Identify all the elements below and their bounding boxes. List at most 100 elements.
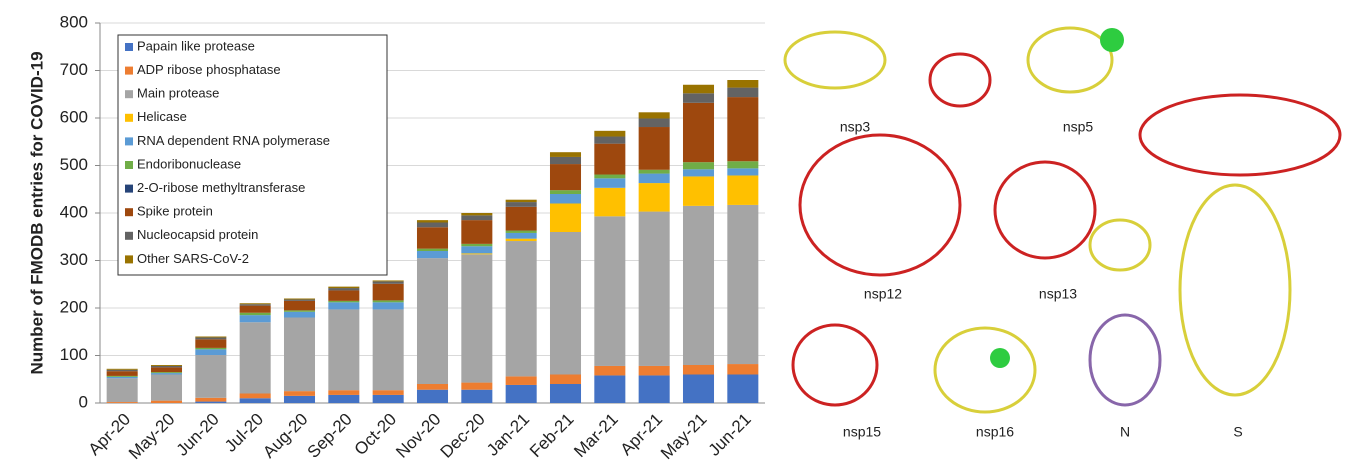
bar-segment xyxy=(107,402,138,403)
bar-segment xyxy=(550,384,581,403)
bar-segment xyxy=(727,175,758,204)
bar-segment xyxy=(594,175,625,179)
bar-segment xyxy=(727,364,758,374)
bar-segment xyxy=(417,384,448,390)
bar-segment xyxy=(683,375,714,404)
bar-segment xyxy=(506,376,537,385)
structure-panel xyxy=(785,28,1340,412)
bar-segment xyxy=(550,152,581,157)
bar-segment xyxy=(284,301,315,311)
structure-image xyxy=(1100,28,1124,52)
structure-image xyxy=(800,135,960,275)
bar-segment xyxy=(240,306,271,313)
bar-segment xyxy=(373,395,404,403)
bar-segment xyxy=(639,127,670,170)
structure-label: nsp3 xyxy=(840,119,871,135)
x-tick-label: Sep-20 xyxy=(304,410,356,462)
x-tick-label: Mar-21 xyxy=(570,410,622,462)
bar-segment xyxy=(284,299,315,300)
bar-segment xyxy=(727,161,758,168)
bar-segment xyxy=(373,390,404,395)
bar-segment xyxy=(151,372,182,373)
y-tick-label: 500 xyxy=(60,155,88,174)
bar-segment xyxy=(727,168,758,175)
bar-segment xyxy=(373,302,404,309)
legend-swatch xyxy=(125,137,133,145)
bar-segment xyxy=(727,97,758,161)
bar-segment xyxy=(639,170,670,174)
bar-segment xyxy=(683,162,714,169)
bar-segment xyxy=(461,246,492,253)
legend-swatch xyxy=(125,255,133,263)
bar-segment xyxy=(550,375,581,385)
structure-label: nsp5 xyxy=(1063,119,1094,135)
structure-image xyxy=(990,348,1010,368)
legend-swatch xyxy=(125,185,133,193)
legend-label: Spike protein xyxy=(137,204,213,219)
bar-segment xyxy=(151,401,182,403)
structure-image xyxy=(793,325,877,405)
bar-segment xyxy=(373,280,404,281)
x-tick-label: Oct-20 xyxy=(351,410,401,460)
legend-label: RNA dependent RNA polymerase xyxy=(137,133,330,148)
bar-segment xyxy=(195,349,226,355)
bar-segment xyxy=(107,376,138,377)
bar-segment xyxy=(594,366,625,376)
legend-label: Endoribonuclease xyxy=(137,156,241,171)
legend-label: Papain like protease xyxy=(137,38,255,53)
bar-segment xyxy=(107,371,138,376)
bar-segment xyxy=(594,137,625,144)
bar-segment xyxy=(639,375,670,403)
bar-segment xyxy=(107,378,138,402)
legend-swatch xyxy=(125,114,133,122)
bar-segment xyxy=(550,204,581,233)
legend-swatch xyxy=(125,43,133,51)
bar-segment xyxy=(417,258,448,384)
bar-segment xyxy=(284,391,315,396)
bar-segment xyxy=(417,227,448,248)
bar-segment xyxy=(328,290,359,300)
bar-segment xyxy=(373,309,404,390)
bar-segment xyxy=(683,93,714,103)
bar-segment xyxy=(195,339,226,348)
bar-segment xyxy=(506,233,537,239)
bar-segment xyxy=(284,396,315,403)
y-axis-label: Number of FMODB entries for COVID-19 xyxy=(27,51,46,374)
bar-segment xyxy=(328,395,359,403)
structure-image xyxy=(785,32,885,88)
x-tick-label: Jun-20 xyxy=(173,410,223,460)
bar-segment xyxy=(506,231,537,233)
bar-segment xyxy=(594,178,625,188)
bar-segment xyxy=(373,281,404,283)
x-tick-label: Jan-21 xyxy=(483,410,533,460)
bar-segment xyxy=(683,85,714,94)
bar-segment xyxy=(461,383,492,390)
bar-segment xyxy=(417,223,448,228)
structure-label: N xyxy=(1120,424,1130,440)
legend-label: Nucleocapsid protein xyxy=(137,227,258,242)
bar-segment xyxy=(639,366,670,376)
bar-segment xyxy=(550,232,581,375)
bar-segment xyxy=(151,375,182,401)
bar-segment xyxy=(328,301,359,302)
bar-segment xyxy=(461,220,492,244)
bar-segment xyxy=(195,348,226,349)
structure-image xyxy=(935,328,1035,412)
bar-segment xyxy=(195,398,226,402)
legend: Papain like proteaseADP ribose phosphata… xyxy=(118,35,387,275)
bar-segment xyxy=(639,212,670,366)
bar-segment xyxy=(506,241,537,376)
bar-segment xyxy=(550,164,581,190)
bar-segment xyxy=(506,200,537,202)
x-tick-label: Jun-21 xyxy=(705,410,755,460)
bar-segment xyxy=(594,216,625,366)
bar-segment xyxy=(328,390,359,395)
legend-label: Other SARS-CoV-2 xyxy=(137,251,249,266)
bar-segment xyxy=(373,300,404,302)
bar-segment xyxy=(639,112,670,118)
bar-segment xyxy=(461,390,492,403)
structure-image xyxy=(930,54,990,106)
bar-segment xyxy=(506,202,537,207)
bar-segment xyxy=(107,369,138,370)
bar-segment xyxy=(328,288,359,290)
